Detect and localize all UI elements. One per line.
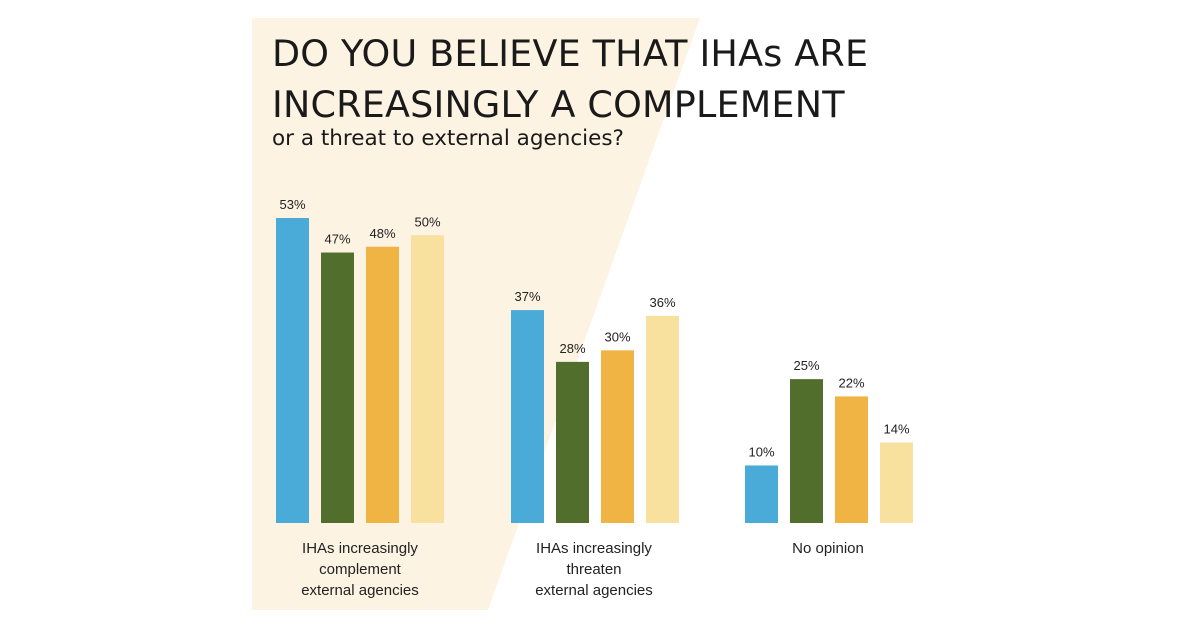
chart-subtitle: or a threat to external agencies? (272, 126, 624, 151)
value-label-3-2: 25% (793, 358, 819, 373)
value-label-1-3: 48% (369, 226, 395, 241)
bar-3-3 (835, 396, 868, 523)
background-shape (252, 18, 700, 610)
title-line-1: DO YOU BELIEVE THAT IHAs ARE (272, 32, 869, 75)
value-label-2-4: 36% (649, 295, 675, 310)
value-label-1-1: 53% (279, 197, 305, 212)
bar-3-2 (790, 379, 823, 523)
category-label-2-line-2: threaten (566, 561, 621, 578)
value-label-3-4: 14% (883, 421, 909, 436)
bar-3-1 (745, 465, 778, 523)
title-line-2: INCREASINGLY A COMPLEMENT (272, 83, 845, 126)
bar-1-3 (366, 246, 399, 523)
bar-2-3 (601, 350, 634, 523)
category-label-1-line-2: complement (319, 561, 402, 578)
bar-3-4 (880, 442, 913, 523)
category-labels-group: IHAs increasingly complement external agen… (301, 540, 864, 599)
category-label-1-line-1: IHAs increasingly (302, 540, 418, 557)
value-label-2-3: 30% (604, 329, 630, 344)
category-label-2-line-3: external agencies (535, 582, 653, 599)
category-label-2-line-1: IHAs increasingly (536, 540, 652, 557)
category-label-3-line-1: No opinion (792, 540, 864, 557)
value-label-3-3: 22% (838, 375, 864, 390)
bar-2-1 (511, 310, 544, 523)
bars-group (276, 218, 913, 523)
value-label-1-2: 47% (324, 232, 350, 247)
value-label-3-1: 10% (748, 444, 774, 459)
value-labels-group: 53% 47% 48% 50% 37% 28% 30% 36% 10% 25% 22% 14% (279, 197, 909, 459)
bar-1-2 (321, 252, 354, 523)
chart-title: DO YOU BELIEVE THAT IHAs ARE INCREASINGL… (272, 28, 868, 130)
bar-1-1 (276, 218, 309, 523)
value-label-2-2: 28% (559, 341, 585, 356)
bar-1-4 (411, 235, 444, 523)
category-label-1-line-3: external agencies (301, 582, 419, 599)
bar-2-4 (646, 315, 679, 523)
bar-2-2 (556, 361, 589, 523)
value-label-2-1: 37% (514, 289, 540, 304)
value-label-1-4: 50% (414, 214, 440, 229)
